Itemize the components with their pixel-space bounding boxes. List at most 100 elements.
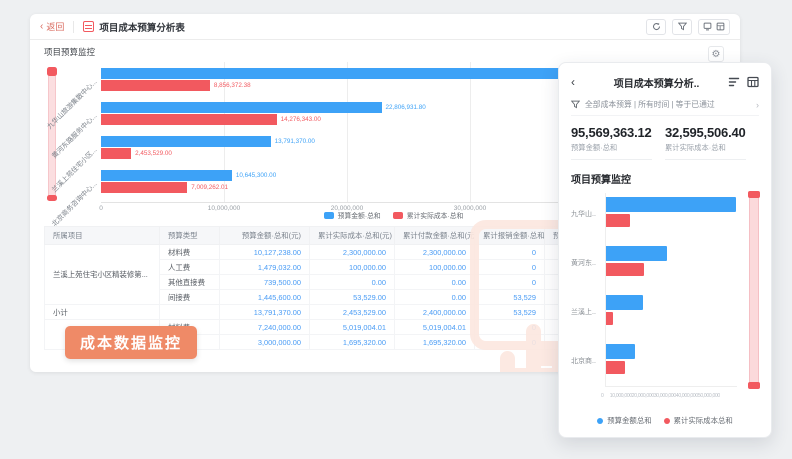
- table-cell-value[interactable]: 1,445,600.00: [219, 289, 310, 305]
- budget-value-label: 22,806,931.80: [385, 104, 426, 111]
- table-cell-value[interactable]: 13,791,370.00: [219, 304, 310, 320]
- table-cell-value[interactable]: 7,240,000.00: [219, 319, 310, 335]
- refresh-button[interactable]: [646, 18, 666, 35]
- table-cell-value[interactable]: 0: [474, 259, 545, 275]
- mobile-preview-panel: ‹ 项目成本预算分析.. 全部成本预算 | 所有时间 | 等于已通过 › 95,…: [558, 62, 772, 438]
- device-preview-icon: [703, 22, 712, 31]
- column-header: 预算金额·总和(元): [219, 226, 310, 245]
- budget-value-label: 10,645,300.00: [235, 172, 277, 179]
- filter-button[interactable]: [672, 18, 692, 35]
- legend-item[interactable]: 累计实际成本·总和: [392, 210, 463, 220]
- actual-bar[interactable]: [101, 148, 132, 159]
- panel-legend: 预算金额总和 累计实际成本总和: [571, 415, 759, 426]
- table-cell-value[interactable]: 100,000.00: [309, 259, 395, 275]
- table-cell: [159, 304, 220, 320]
- panel-title: 项目成本预算分析..: [613, 78, 700, 90]
- table-cell-value[interactable]: 2,453,529.00: [309, 304, 395, 320]
- panel-header: ‹ 项目成本预算分析..: [571, 72, 759, 92]
- actual-value-label: 14,276,343.00: [280, 116, 321, 123]
- table-cell-value[interactable]: 0.00: [309, 274, 395, 290]
- table-grid-icon[interactable]: [747, 76, 759, 88]
- table-cell-value[interactable]: 5,019,004.01: [309, 319, 395, 335]
- export-icon: [716, 22, 725, 31]
- panel-plot-area: [605, 193, 737, 387]
- stat-label: 累计实际成本·总和: [665, 143, 726, 152]
- table-cell: 间接费: [159, 289, 220, 305]
- table-cell-value[interactable]: 0: [474, 334, 545, 350]
- table-cell: 其他直接费: [159, 274, 220, 290]
- actual-bar[interactable]: [606, 312, 613, 325]
- scrollbar-handle-bottom[interactable]: [47, 195, 57, 201]
- settings-button[interactable]: ⚙: [708, 46, 724, 62]
- legend-dot: [597, 417, 604, 424]
- budget-bar[interactable]: [101, 170, 232, 181]
- report-doc-icon: [83, 21, 95, 32]
- table-cell-value[interactable]: 0.00: [394, 289, 475, 305]
- chart-vertical-scrollbar[interactable]: [47, 67, 57, 201]
- filter-icon: [677, 22, 687, 31]
- actual-value-label: 2,453,529.00: [135, 150, 172, 157]
- table-cell-value[interactable]: 0.00: [394, 274, 475, 290]
- back-button[interactable]: ‹ 返回: [40, 20, 64, 33]
- sort-list-icon[interactable]: [728, 76, 740, 88]
- panel-chart-scrollbar[interactable]: [748, 191, 760, 389]
- actual-bar[interactable]: [101, 182, 188, 193]
- table-cell-value[interactable]: 53,529: [474, 304, 545, 320]
- actual-value-label: 8,856,372.38: [213, 82, 251, 89]
- budget-bar[interactable]: [606, 344, 635, 359]
- legend-item[interactable]: 预算金额·总和: [323, 210, 381, 220]
- table-cell-value[interactable]: 0: [474, 244, 545, 260]
- table-cell: 兰溪上苑住宅小区精装修第...: [44, 244, 160, 305]
- actual-value-label: 7,009,262.01: [191, 184, 228, 191]
- category-label: 九华山..: [571, 211, 596, 218]
- actual-bar[interactable]: [606, 214, 630, 227]
- actual-bar[interactable]: [606, 361, 625, 374]
- actual-bar[interactable]: [101, 114, 277, 125]
- table-cell-value[interactable]: 10,127,238.00: [219, 244, 310, 260]
- table-cell-value[interactable]: 0: [474, 274, 545, 290]
- legend-label: 累计实际成本总和: [673, 416, 733, 425]
- column-header: 所属项目: [44, 226, 160, 245]
- table-cell-value[interactable]: 53,529: [474, 289, 545, 305]
- divider: [73, 20, 75, 33]
- table-cell-value[interactable]: 2,400,000.00: [394, 304, 475, 320]
- stat-value: 95,569,363.12: [571, 125, 652, 140]
- legend-item[interactable]: 累计实际成本总和: [663, 415, 733, 426]
- panel-filter-bar[interactable]: 全部成本预算 | 所有时间 | 等于已通过 ›: [570, 94, 759, 116]
- table-cell-value[interactable]: 2,300,000.00: [309, 244, 395, 260]
- table-cell-value[interactable]: 0: [474, 319, 545, 335]
- actual-bar[interactable]: [101, 80, 210, 91]
- budget-bar[interactable]: [101, 136, 271, 147]
- budget-bar[interactable]: [606, 197, 736, 212]
- preview-export-button[interactable]: [698, 18, 730, 35]
- table-cell-value[interactable]: 100,000.00: [394, 259, 475, 275]
- column-header: 累计实际成本·总和(元): [309, 226, 395, 245]
- table-cell-value[interactable]: 3,000,000.00: [219, 334, 310, 350]
- table-cell-value[interactable]: 1,695,320.00: [309, 334, 395, 350]
- project-budget-chart: 010,000,00020,000,00030,000,00040,000,00…: [44, 62, 726, 228]
- scrollbar-handle-top[interactable]: [47, 67, 57, 76]
- actual-bar[interactable]: [606, 263, 645, 276]
- budget-value-label: 13,791,370.00: [274, 138, 315, 145]
- budget-bar[interactable]: [606, 295, 643, 310]
- budget-bar[interactable]: [101, 68, 696, 79]
- table-cell-value[interactable]: 1,479,032.00: [219, 259, 310, 275]
- panel-scrollbar-handle-bottom[interactable]: [748, 382, 760, 389]
- table-cell-value[interactable]: 5,019,004.01: [394, 319, 475, 335]
- budget-bar[interactable]: [606, 246, 668, 261]
- column-header: 累计付款金额·总和(元): [394, 226, 475, 245]
- x-axis-tick-label: 30,000,000: [453, 205, 487, 212]
- legend-item[interactable]: 预算金额总和: [597, 415, 652, 426]
- chart-section-title: 项目预算监控: [44, 47, 96, 57]
- budget-bar[interactable]: [101, 102, 382, 113]
- table-cell-value[interactable]: 53,529.00: [309, 289, 395, 305]
- panel-scrollbar-handle-top[interactable]: [748, 191, 760, 198]
- table-cell-value[interactable]: 2,300,000.00: [394, 244, 475, 260]
- table-cell-value[interactable]: 1,695,320.00: [394, 334, 475, 350]
- table-cell: 材料费: [159, 244, 220, 260]
- stat-value: 32,595,506.40: [665, 125, 746, 140]
- x-axis-tick-label: 10,000,000: [207, 205, 241, 212]
- gridline: [347, 62, 348, 202]
- table-cell-value[interactable]: 739,500.00: [219, 274, 310, 290]
- panel-back-button[interactable]: ‹: [571, 75, 575, 89]
